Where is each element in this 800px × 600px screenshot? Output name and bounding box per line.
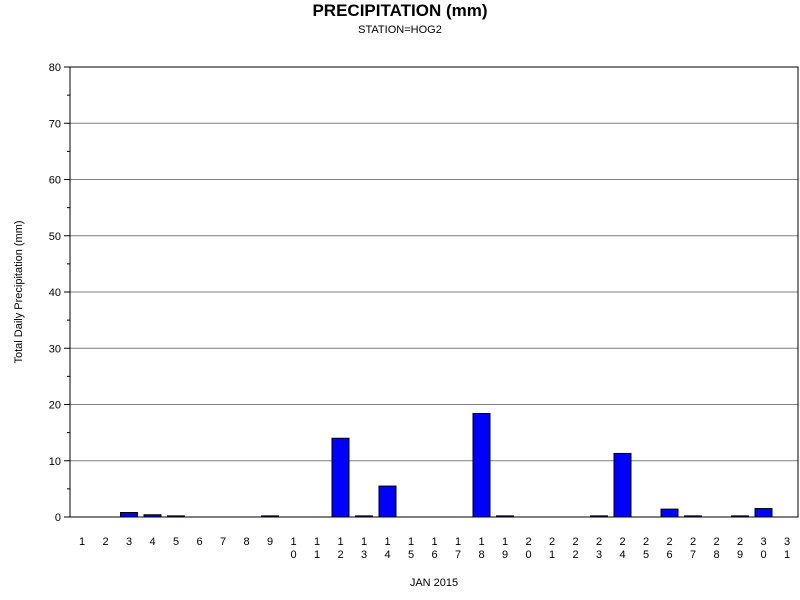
bar-day-18	[472, 413, 491, 518]
chart-subtitle: STATION=HOG2	[358, 24, 442, 36]
x-tick-label: 2	[102, 536, 108, 548]
bar-day-24	[613, 452, 632, 518]
x-tick-label: 5	[173, 536, 179, 548]
x-tick-label: 8	[243, 536, 249, 548]
y-tick-label: 80	[49, 62, 61, 74]
x-axis: 1 2 3 4 5 6 7 8 9 1 01 11 21 31 41 51 61 71 81 92 02 12 22 32 42…	[79, 536, 790, 561]
y-axis-label: Total Daily Precipitation (mm)	[13, 220, 25, 363]
y-tick-label: 10	[49, 456, 61, 468]
bar-day-14	[378, 485, 397, 518]
x-tick-label: 9	[267, 536, 273, 548]
y-tick-label: 70	[49, 118, 61, 130]
x-tick-label: 3	[126, 536, 132, 548]
x-tick-label: 1	[79, 536, 85, 548]
gridlines	[70, 122, 798, 462]
chart-title: PRECIPITATION (mm)	[312, 1, 488, 20]
bar-day-3	[120, 512, 138, 518]
y-tick-label: 60	[49, 175, 61, 187]
x-axis-label: JAN 2015	[410, 577, 458, 589]
x-tick-label: 6	[196, 536, 202, 548]
y-tick-label: 30	[49, 343, 61, 355]
x-tick-label: 7	[220, 536, 226, 548]
y-tick-label: 50	[49, 231, 61, 243]
y-tick-label: 40	[49, 287, 61, 299]
y-axis: 0 10 20 30 40 50 60 70 80	[49, 62, 70, 524]
bars	[120, 413, 773, 518]
bar-day-30	[754, 508, 773, 518]
bar-day-12	[331, 437, 350, 518]
x-tick-label: 4	[149, 536, 155, 548]
bar-day-26	[660, 508, 679, 518]
y-tick-label: 0	[55, 512, 61, 524]
y-tick-label: 20	[49, 400, 61, 412]
